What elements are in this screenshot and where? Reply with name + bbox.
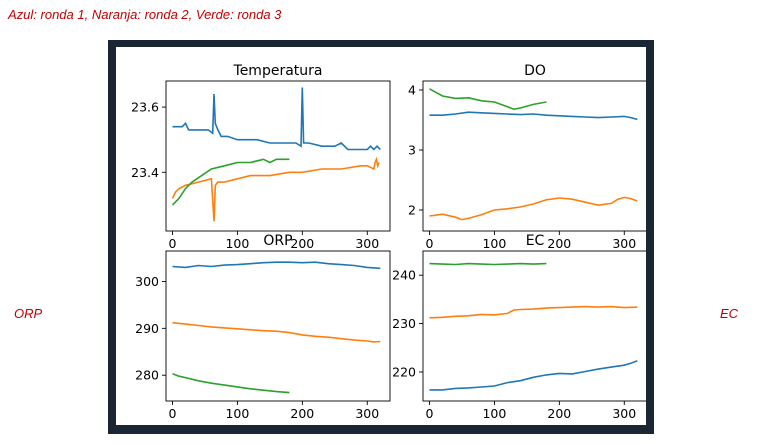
- series-line-2: [429, 305, 638, 319]
- axes-frame: [165, 80, 391, 232]
- series-line-2: [172, 321, 381, 343]
- subplot-title: Temperatura: [233, 63, 323, 79]
- y-tick-label: 300: [135, 274, 159, 289]
- x-tick-label: 200: [547, 406, 571, 421]
- series-line-1: [172, 261, 381, 270]
- y-tick-label: 280: [135, 368, 159, 383]
- x-tick-label: 100: [225, 236, 249, 251]
- series-line-1: [172, 87, 381, 151]
- side-label-right: EC: [720, 306, 739, 321]
- subplot-do: 0 100 200 300 2 3 4 DO: [408, 63, 648, 251]
- y-tick-label: 4: [408, 83, 416, 98]
- subplot-title: EC: [526, 233, 545, 249]
- x-tick-label: 100: [482, 236, 506, 251]
- x-tick-label: 200: [290, 236, 314, 251]
- y-tick-label: 230: [392, 316, 416, 331]
- series-line-1: [429, 111, 638, 121]
- series-line-3: [171, 158, 290, 206]
- series-line-3: [429, 262, 547, 266]
- x-tick-label: 200: [290, 406, 314, 421]
- figure-canvas: 0 100 200 300 23.4 23.6 Temperatura 0 100 200 300 2…: [116, 47, 648, 425]
- series-line-2: [171, 156, 380, 222]
- x-tick-label: 300: [355, 236, 379, 251]
- y-tick-label: 220: [392, 364, 416, 379]
- y-tick-label: 240: [392, 268, 416, 283]
- x-tick-label: 100: [225, 406, 249, 421]
- axes-frame: [422, 250, 648, 402]
- series-line-3: [172, 373, 290, 394]
- y-tick-label: 23.6: [131, 100, 159, 115]
- x-tick-label: 0: [426, 406, 434, 421]
- subplot-title: ORP: [263, 233, 292, 249]
- x-tick-label: 300: [612, 236, 636, 251]
- y-tick-label: 2: [408, 203, 416, 218]
- x-tick-label: 300: [355, 406, 379, 421]
- x-tick-label: 300: [612, 406, 636, 421]
- x-tick-label: 0: [169, 236, 177, 251]
- side-label-left: ORP: [14, 306, 43, 321]
- x-tick-label: 0: [169, 406, 177, 421]
- figure-frame: 0 100 200 300 23.4 23.6 Temperatura 0 100 200 300 2…: [108, 40, 654, 434]
- x-tick-label: 200: [547, 236, 571, 251]
- series-line-1: [429, 360, 638, 391]
- subplot-ec: 0 100 200 300 220 230 240 EC: [392, 233, 648, 421]
- y-tick-label: 23.4: [131, 165, 159, 180]
- x-tick-label: 100: [482, 406, 506, 421]
- axes-frame: [165, 250, 391, 402]
- series-line-3: [429, 88, 547, 111]
- series-line-2: [429, 196, 638, 221]
- y-tick-label: 290: [135, 321, 159, 336]
- subplot-title: DO: [524, 63, 546, 79]
- subplot-orp: 0 100 200 300 280 290 300 ORP: [135, 233, 391, 421]
- y-tick-label: 3: [408, 143, 416, 158]
- subplot-temperatura: 0 100 200 300 23.4 23.6 Temperatura: [131, 63, 391, 251]
- color-legend-note: Azul: ronda 1, Naranja: ronda 2, Verde: …: [8, 7, 282, 22]
- x-tick-label: 0: [426, 236, 434, 251]
